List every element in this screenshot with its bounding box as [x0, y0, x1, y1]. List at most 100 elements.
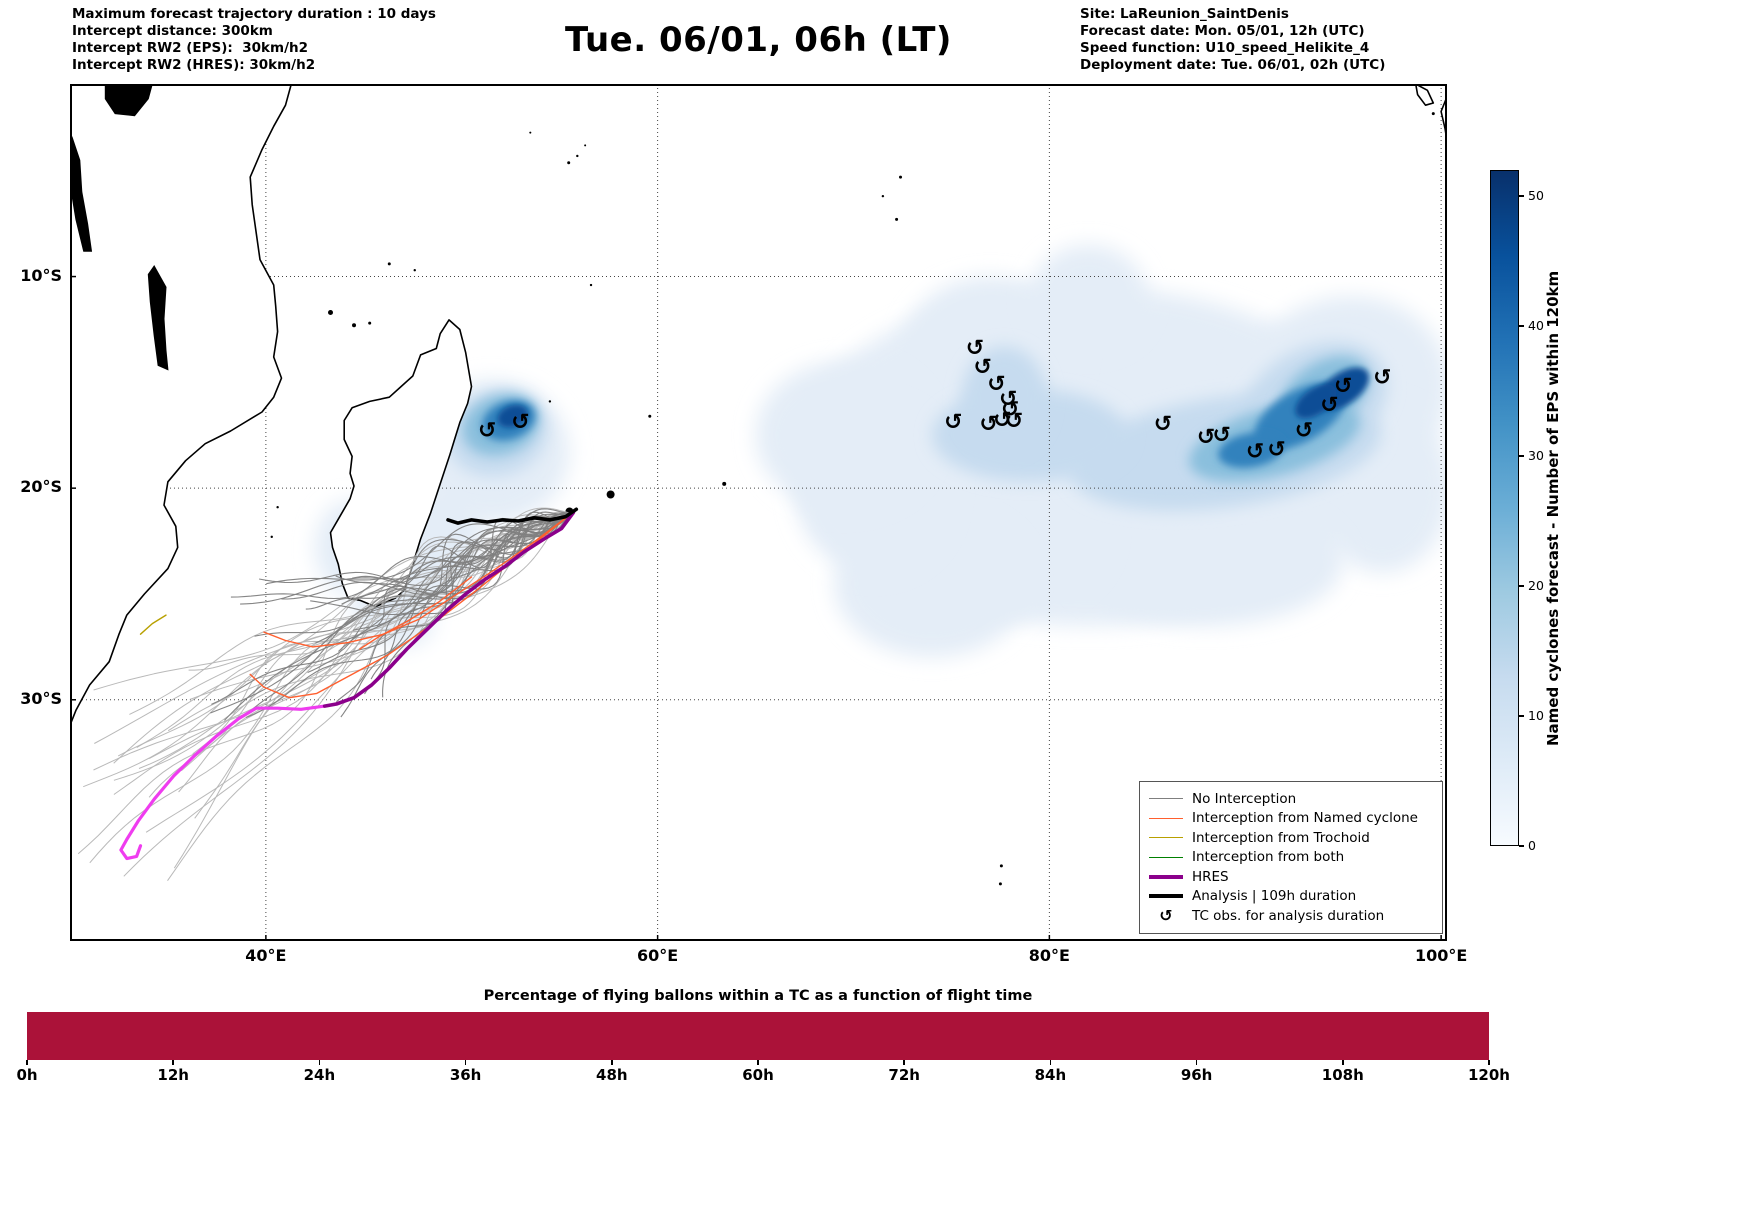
legend-line-sample — [1149, 894, 1183, 899]
series-hres — [322, 510, 576, 708]
island-rodrigues — [722, 481, 727, 486]
tc-obs-symbol: ↺ — [966, 336, 984, 361]
tc-obs-symbol: ↺ — [1001, 397, 1019, 422]
legend-tc-symbol: ↺ — [1159, 905, 1173, 925]
colorbar-tick-label: 10 — [1528, 708, 1544, 723]
map-frame — [70, 84, 1447, 941]
eps-density-blob — [497, 404, 528, 428]
figure-title: Tue. 06/01, 06h (LT) — [565, 20, 952, 60]
legend-item: Analysis | 109h duration — [1149, 887, 1433, 907]
flight-time-tick-label: 108h — [1321, 1066, 1364, 1084]
lon-tick-label: 40°E — [245, 946, 287, 965]
trajectory-line — [338, 508, 572, 652]
island-seychelles-1 — [567, 161, 571, 165]
flight-time-tick — [903, 1060, 905, 1065]
trajectory-line — [370, 513, 572, 680]
trajectory-line — [224, 513, 572, 721]
tc-obs-symbol: ↺ — [1373, 366, 1391, 391]
eps-density-level-4 — [497, 367, 1369, 428]
header-info-right: Site: LaReunion_SaintDenis Forecast date… — [1080, 6, 1385, 74]
island-seychelles-2 — [576, 154, 579, 158]
flight-time-tick — [1342, 1060, 1344, 1065]
colorbar-tick-label: 40 — [1528, 318, 1544, 333]
flight-time-tick — [757, 1060, 759, 1065]
intercept-rw2-hres-text: Intercept RW2 (HRES): 30km/h2 — [72, 57, 316, 73]
island-europa — [270, 535, 273, 539]
colorbar-tick-label: 30 — [1528, 448, 1544, 463]
tc-obs-symbol: ↺ — [1246, 440, 1264, 465]
eps-density-blob — [1295, 384, 1337, 419]
legend-item: Interception from Trochoid — [1149, 828, 1433, 848]
flight-time-tick — [1488, 1060, 1490, 1065]
lat-tick-label: 10°S — [20, 265, 62, 285]
flight-time-tick-label: 36h — [449, 1066, 482, 1084]
legend-item: HRES — [1149, 867, 1433, 887]
legend-item-label: HRES — [1192, 868, 1229, 885]
lon-tick-label: 100°E — [1414, 946, 1468, 965]
trajectory-map: ↺ ↺ ↺ ↺ ↺ ↺ ↺ ↺ ↺ ↺ ↺ ↺ ↺ ↺ ↺ ↺ ↺ ↺ ↺ ↺ No Interception Inte… — [70, 84, 1447, 941]
flight-time-tick-label: 120h — [1468, 1066, 1510, 1084]
tc-obs-symbol: ↺ — [993, 408, 1011, 433]
island-agalega — [589, 283, 593, 287]
flight-time-tick-label: 72h — [888, 1066, 920, 1084]
flight-time-tick — [464, 1060, 467, 1065]
flight-time-bar — [27, 1012, 1489, 1060]
flight-time-tick-label: 84h — [1034, 1066, 1067, 1084]
map-content: ↺↺↺↺↺↺↺↺ ↺↺ ↺ ↺↺↺↺ ↺↺↺↺ ↺ — [70, 84, 1447, 941]
series-hres-extension — [119, 704, 327, 861]
lat-tick-label: 30°S — [20, 688, 62, 708]
island-seychelles-3 — [584, 144, 587, 147]
flight-time-tick-label: 60h — [742, 1066, 774, 1084]
trajectory-line — [352, 512, 572, 583]
legend-line-sample — [1149, 874, 1183, 879]
colorbar-tick — [1519, 195, 1524, 197]
series-named-cyclone-1 — [263, 512, 573, 648]
legend-item-label: Interception from Named cyclone — [1192, 810, 1418, 827]
tc-obs-symbol: ↺ — [1197, 425, 1215, 450]
trajectory-line — [352, 513, 572, 631]
legend-item-label: Analysis | 109h duration — [1192, 888, 1357, 905]
flight-time-chart-title: Percentage of flying ballons within a TC… — [483, 988, 1033, 1004]
island-chagos-2 — [895, 217, 899, 221]
tc-observations: ↺↺↺↺↺↺↺↺ ↺↺ ↺ ↺↺↺↺ ↺↺↺↺ ↺ — [478, 336, 1392, 465]
series-trochoid-1 — [139, 614, 167, 635]
flight-time-tick — [318, 1060, 321, 1065]
island-st-paul — [998, 882, 1002, 886]
island-farquhar — [413, 269, 416, 272]
island-comoros-1 — [328, 310, 334, 316]
legend-line-sample — [1149, 856, 1183, 858]
eps-density-blob — [755, 361, 932, 510]
legend-item-label: TC obs. for analysis duration — [1192, 907, 1385, 924]
island-tromelin — [548, 400, 552, 403]
lon-tick-label: 80°E — [1028, 946, 1070, 965]
legend-item-label: Interception from Trochoid — [1192, 829, 1370, 846]
trajectory-line — [376, 511, 572, 627]
flight-time-tick — [172, 1060, 174, 1065]
trajectory-line — [129, 513, 572, 715]
tc-obs-symbol: ↺ — [999, 387, 1017, 412]
map-legend: No Interception Interception from Named c… — [1139, 781, 1443, 934]
island-amsterdam — [999, 864, 1003, 868]
lake-lake-victoria — [104, 84, 153, 117]
eps-density-blob — [1218, 432, 1285, 468]
legend-item: Interception from both — [1149, 848, 1433, 868]
intercept-distance-text: Intercept distance: 300km — [72, 23, 273, 39]
coastline-africa-east-coast — [70, 84, 293, 726]
tc-obs-symbol: ↺ — [1154, 412, 1172, 437]
colorbar-tick-label: 20 — [1528, 578, 1544, 593]
flight-time-tick — [26, 1060, 28, 1065]
flight-time-tick — [1195, 1060, 1198, 1065]
colorbar-tick — [1519, 585, 1524, 587]
island-aldabra — [387, 262, 391, 266]
tc-obs-symbol: ↺ — [1005, 409, 1023, 434]
forecast-date-text: Forecast date: Mon. 05/01, 12h (UTC) — [1080, 23, 1365, 39]
tc-obs-symbol: ↺ — [1213, 423, 1231, 448]
coastline-madagascar — [329, 319, 473, 608]
max-duration-text: Maximum forecast trajectory duration : 1… — [72, 6, 436, 22]
tc-obs-symbol: ↺ — [1267, 438, 1285, 463]
lake-lake-malawi — [147, 265, 169, 371]
intercept-rw2-eps-text: Intercept RW2 (EPS): 30km/h2 — [72, 40, 308, 56]
island-st-brandon — [648, 414, 652, 418]
island-chagos-1 — [899, 175, 903, 179]
